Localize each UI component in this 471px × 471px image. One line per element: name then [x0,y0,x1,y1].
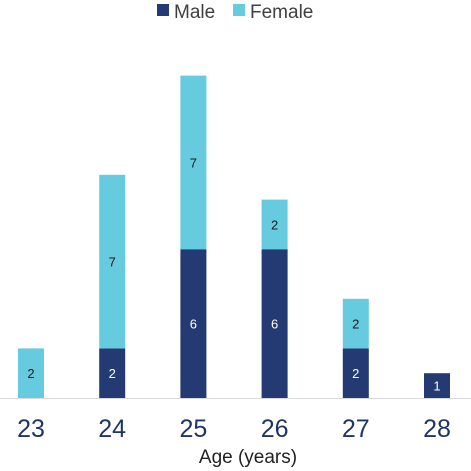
bar-male-26 [261,249,288,398]
data-label-female-23: 2 [27,366,34,381]
x-axis-title: Age (years) [199,447,297,468]
data-label-female-25: 7 [190,155,197,170]
x-tick-labels: 23 24 25 26 27 28 [17,415,451,443]
data-label-female-26: 2 [271,217,278,232]
data-label-male-27: 2 [352,366,359,381]
bar-female-23 [18,348,44,398]
bar-male-25 [180,249,207,398]
legend-swatch-female [233,4,245,16]
x-tick-label-26: 26 [261,415,289,443]
legend-label-male: Male [174,2,215,23]
legend-swatch-male [157,4,169,16]
bar-male-27 [342,348,369,398]
x-tick-label-28: 28 [423,415,451,443]
data-label-female-24: 7 [109,255,116,270]
data-label-male-26: 6 [271,317,278,332]
bar-female-26 [261,199,288,250]
legend-label-female: Female [250,2,313,23]
x-tick-label-23: 23 [17,415,45,443]
legend: Male Female [157,2,313,23]
bars-group: 2 2 7 6 7 6 2 2 2 1 [18,75,450,398]
x-tick-label-24: 24 [98,415,126,443]
x-tick-label-25: 25 [179,415,207,443]
bar-male-24 [99,348,126,398]
data-label-male-25: 6 [190,317,197,332]
data-label-male-24: 2 [109,366,116,381]
bar-male-28 [424,373,450,398]
bar-female-25 [180,75,207,250]
bar-female-24 [99,174,126,349]
data-label-female-27: 2 [352,317,359,332]
data-label-male-28: 1 [433,379,440,394]
x-tick-label-27: 27 [342,415,370,443]
bar-female-27 [342,298,369,349]
